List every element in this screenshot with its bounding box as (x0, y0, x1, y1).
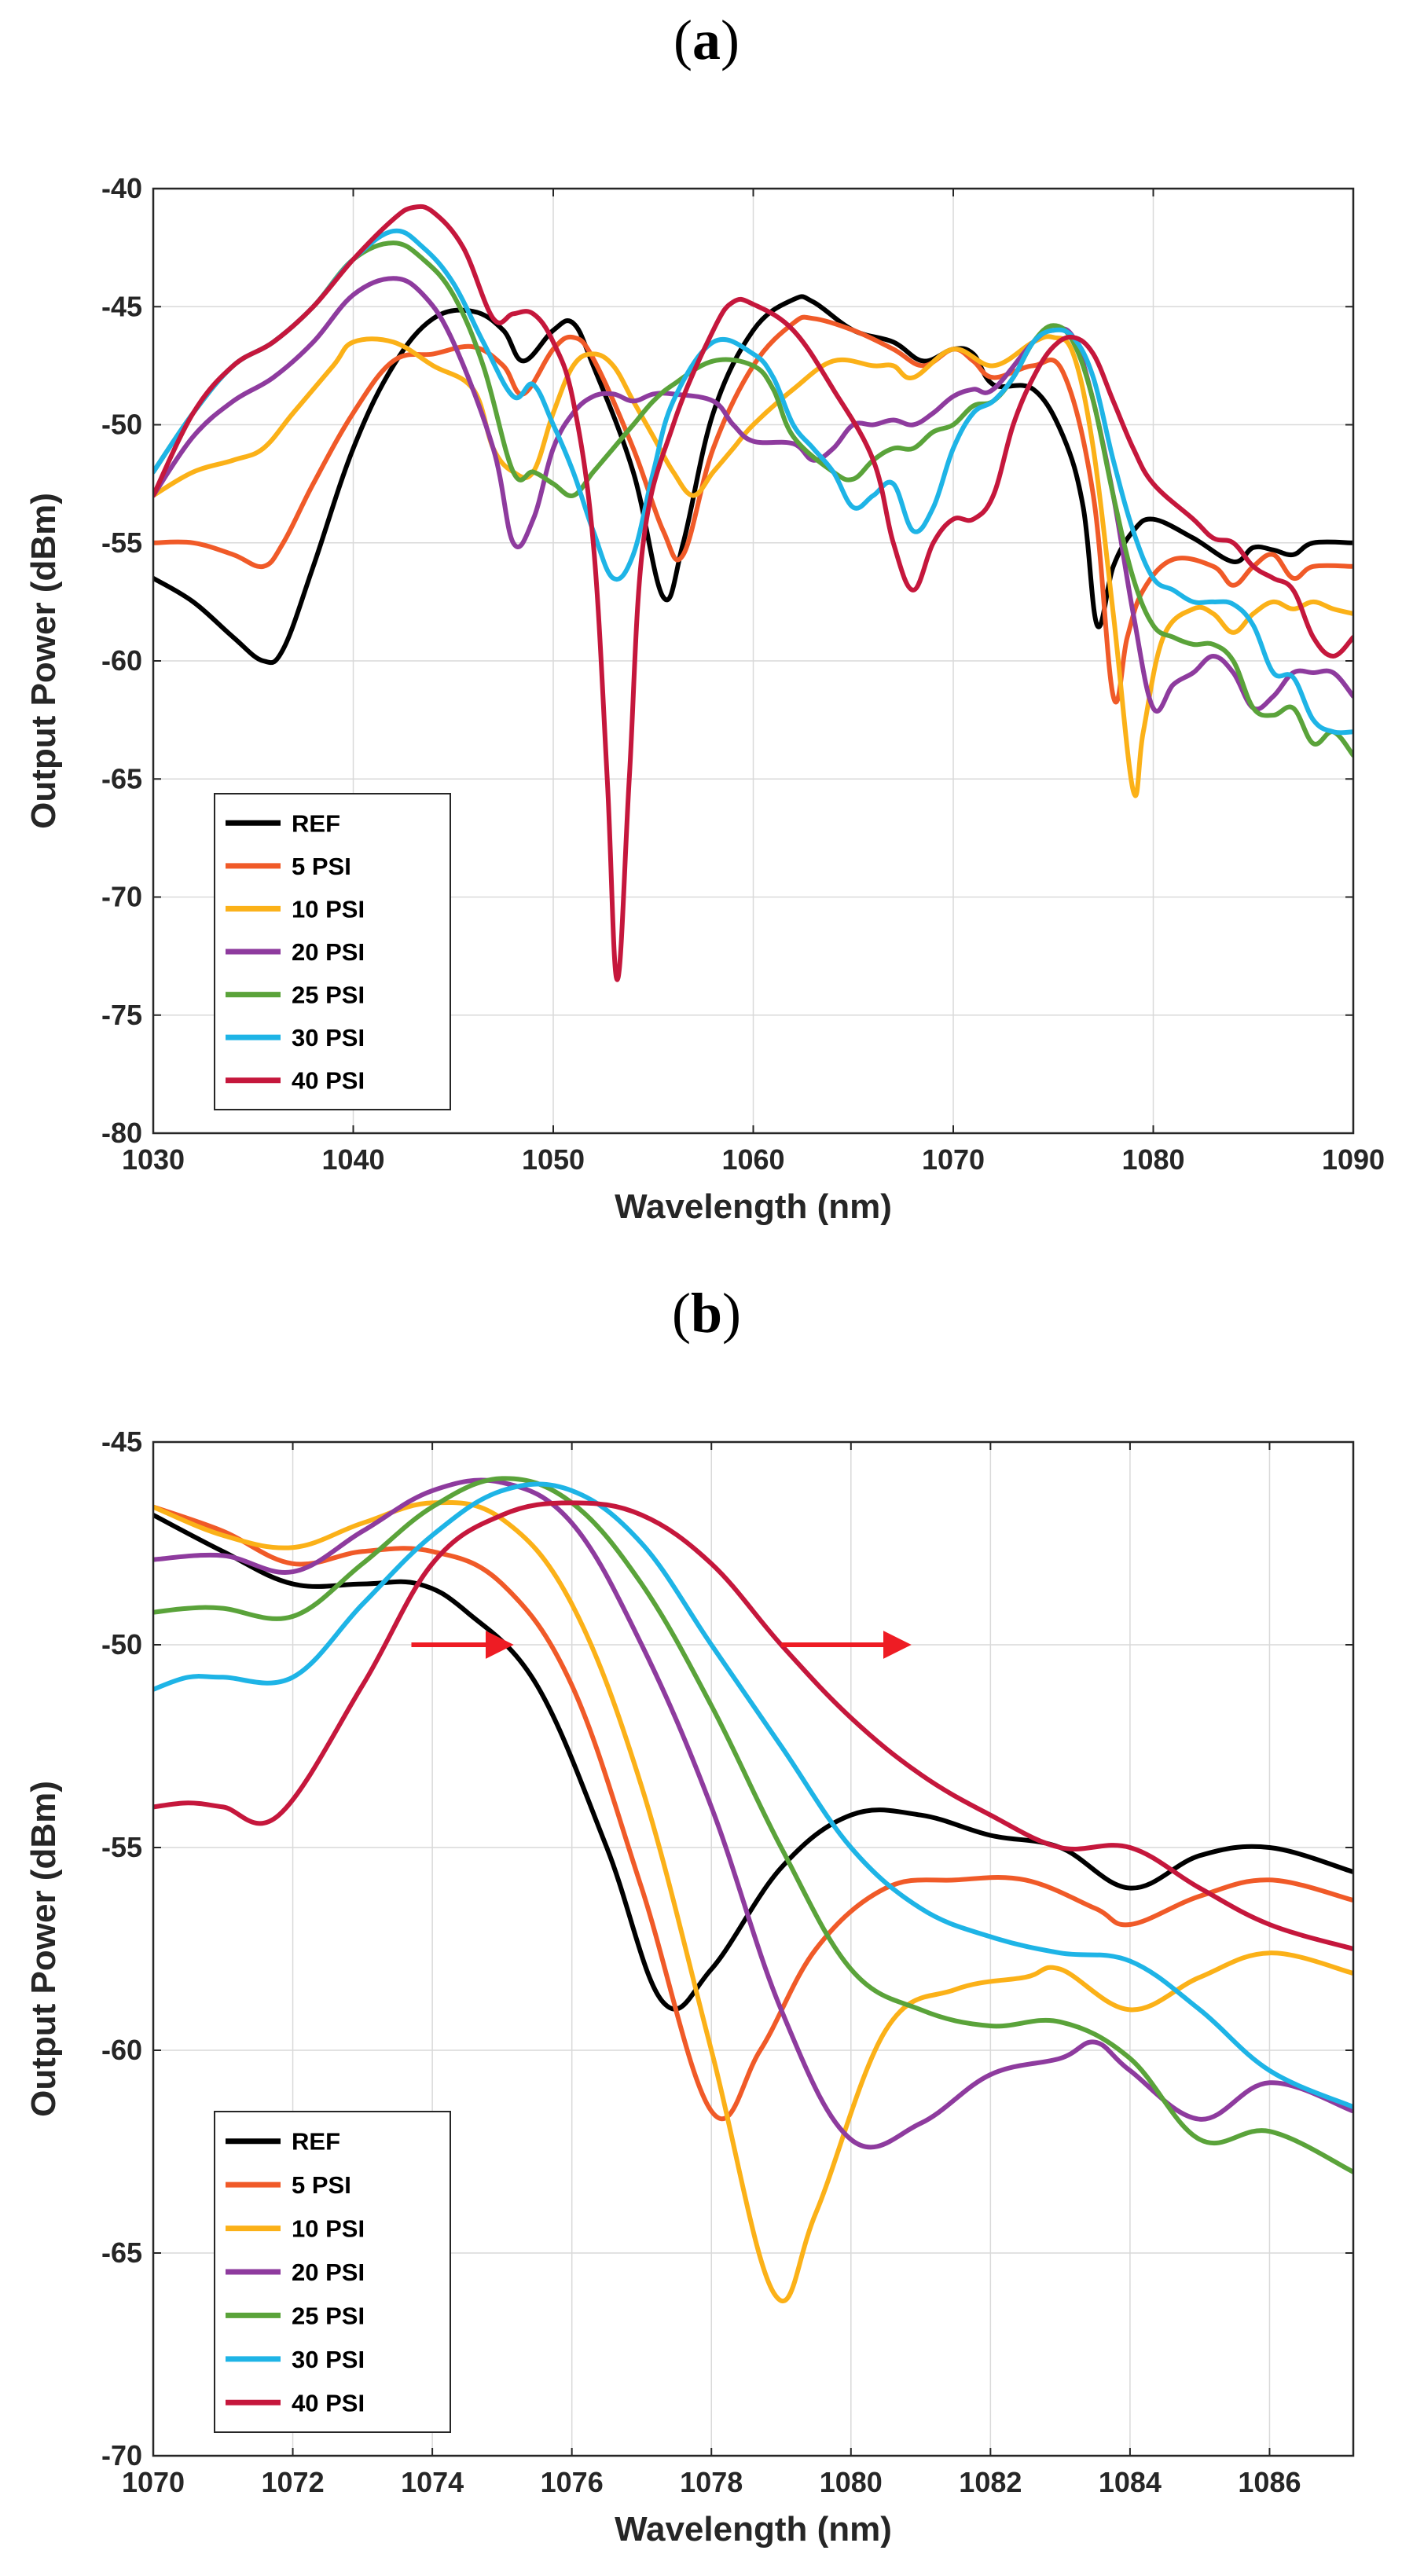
series-line-40-psi (153, 204, 1353, 982)
x-tick-label: 1090 (1322, 1143, 1385, 1176)
legend-label: 20 PSI (292, 2259, 365, 2286)
legend-label: 25 PSI (292, 2302, 365, 2329)
y-tick-label: -80 (101, 1117, 142, 1149)
legend-label: 5 PSI (292, 2171, 351, 2199)
y-tick-label: -55 (101, 527, 142, 559)
x-tick-label: 1082 (959, 2466, 1022, 2498)
x-tick-label: 1072 (262, 2466, 325, 2498)
y-tick-label: -55 (101, 1831, 142, 1863)
series-line-25-psi (153, 1476, 1353, 2174)
x-tick-label: 1086 (1238, 2466, 1301, 2498)
legend-label: 5 PSI (292, 853, 351, 880)
y-tick-label: -65 (101, 762, 142, 794)
chart-a: 1030 1040 1050 1060 1070 1080 1090 -80 -75 -70 -65… (24, 172, 1385, 1226)
y-axis-label: Output Power (dBm) (24, 1781, 63, 2117)
legend-label: REF (292, 809, 340, 837)
y-tick-label: -60 (101, 644, 142, 677)
x-axis-label: Wavelength (nm) (615, 2510, 892, 2548)
series-line-ref (153, 294, 1353, 666)
y-tick-label: -45 (101, 1426, 142, 1458)
x-tick-label: 1084 (1099, 2466, 1162, 2498)
x-tick-label: 1070 (122, 2466, 185, 2498)
x-tick-label: 1076 (541, 2466, 604, 2498)
y-tick-label: -70 (101, 881, 142, 913)
y-tick-label: -60 (101, 2034, 142, 2066)
x-axis-label: Wavelength (nm) (615, 1187, 892, 1226)
series-group (153, 1476, 1353, 2303)
x-tick-label: 1040 (321, 1143, 384, 1176)
series-line-20-psi (153, 276, 1353, 714)
series-line-30-psi (153, 1481, 1353, 2110)
panel-label-b: (b) (671, 1282, 741, 1345)
x-tick-label: 1080 (1121, 1143, 1184, 1176)
y-tick-label: -45 (101, 290, 142, 322)
legend-label: 20 PSI (292, 938, 365, 966)
x-tick-label: 1078 (680, 2466, 743, 2498)
legend-label: 40 PSI (292, 1067, 365, 1095)
series-line-40-psi (153, 1500, 1353, 1951)
series-line-30-psi (153, 228, 1353, 736)
series-line-20-psi (153, 1477, 1353, 2150)
x-tick-label: 1050 (522, 1143, 585, 1176)
x-tick-label: 1070 (922, 1143, 985, 1176)
y-tick-label: -65 (101, 2237, 142, 2269)
y-tick-label: -75 (101, 999, 142, 1031)
y-tick-label: -50 (101, 1628, 142, 1660)
panel-letter-b: b (690, 1282, 723, 1345)
chart-b: 1070 1072 1074 1076 1078 1080 1082 1084 1086 -70 -… (24, 1426, 1355, 2548)
x-tick-label: 1060 (721, 1143, 784, 1176)
series-group (153, 204, 1353, 982)
plot-frame (152, 1440, 1355, 2457)
x-tick-label: 1030 (122, 1143, 185, 1176)
series-line-ref (153, 1512, 1353, 2012)
legend-label: REF (292, 2128, 340, 2156)
legend-label: 30 PSI (292, 2346, 365, 2373)
legend-label: 25 PSI (292, 982, 365, 1009)
series-line-5-psi (153, 314, 1353, 705)
legend-label: 10 PSI (292, 2215, 365, 2243)
series-line-25-psi (153, 240, 1353, 758)
panel-letter-a: a (692, 9, 721, 72)
legend-label: 40 PSI (292, 2389, 365, 2416)
y-axis-label: Output Power (dBm) (24, 493, 63, 829)
y-tick-label: -70 (101, 2439, 142, 2471)
panel-label-a: (a) (673, 9, 740, 72)
legend-label: 10 PSI (292, 895, 365, 923)
legend-label: 30 PSI (292, 1024, 365, 1051)
x-tick-label: 1080 (820, 2466, 883, 2498)
y-tick-label: -50 (101, 409, 142, 441)
x-tick-label: 1074 (401, 2466, 464, 2498)
y-tick-label: -40 (101, 172, 142, 204)
plot-frame (152, 187, 1355, 1135)
